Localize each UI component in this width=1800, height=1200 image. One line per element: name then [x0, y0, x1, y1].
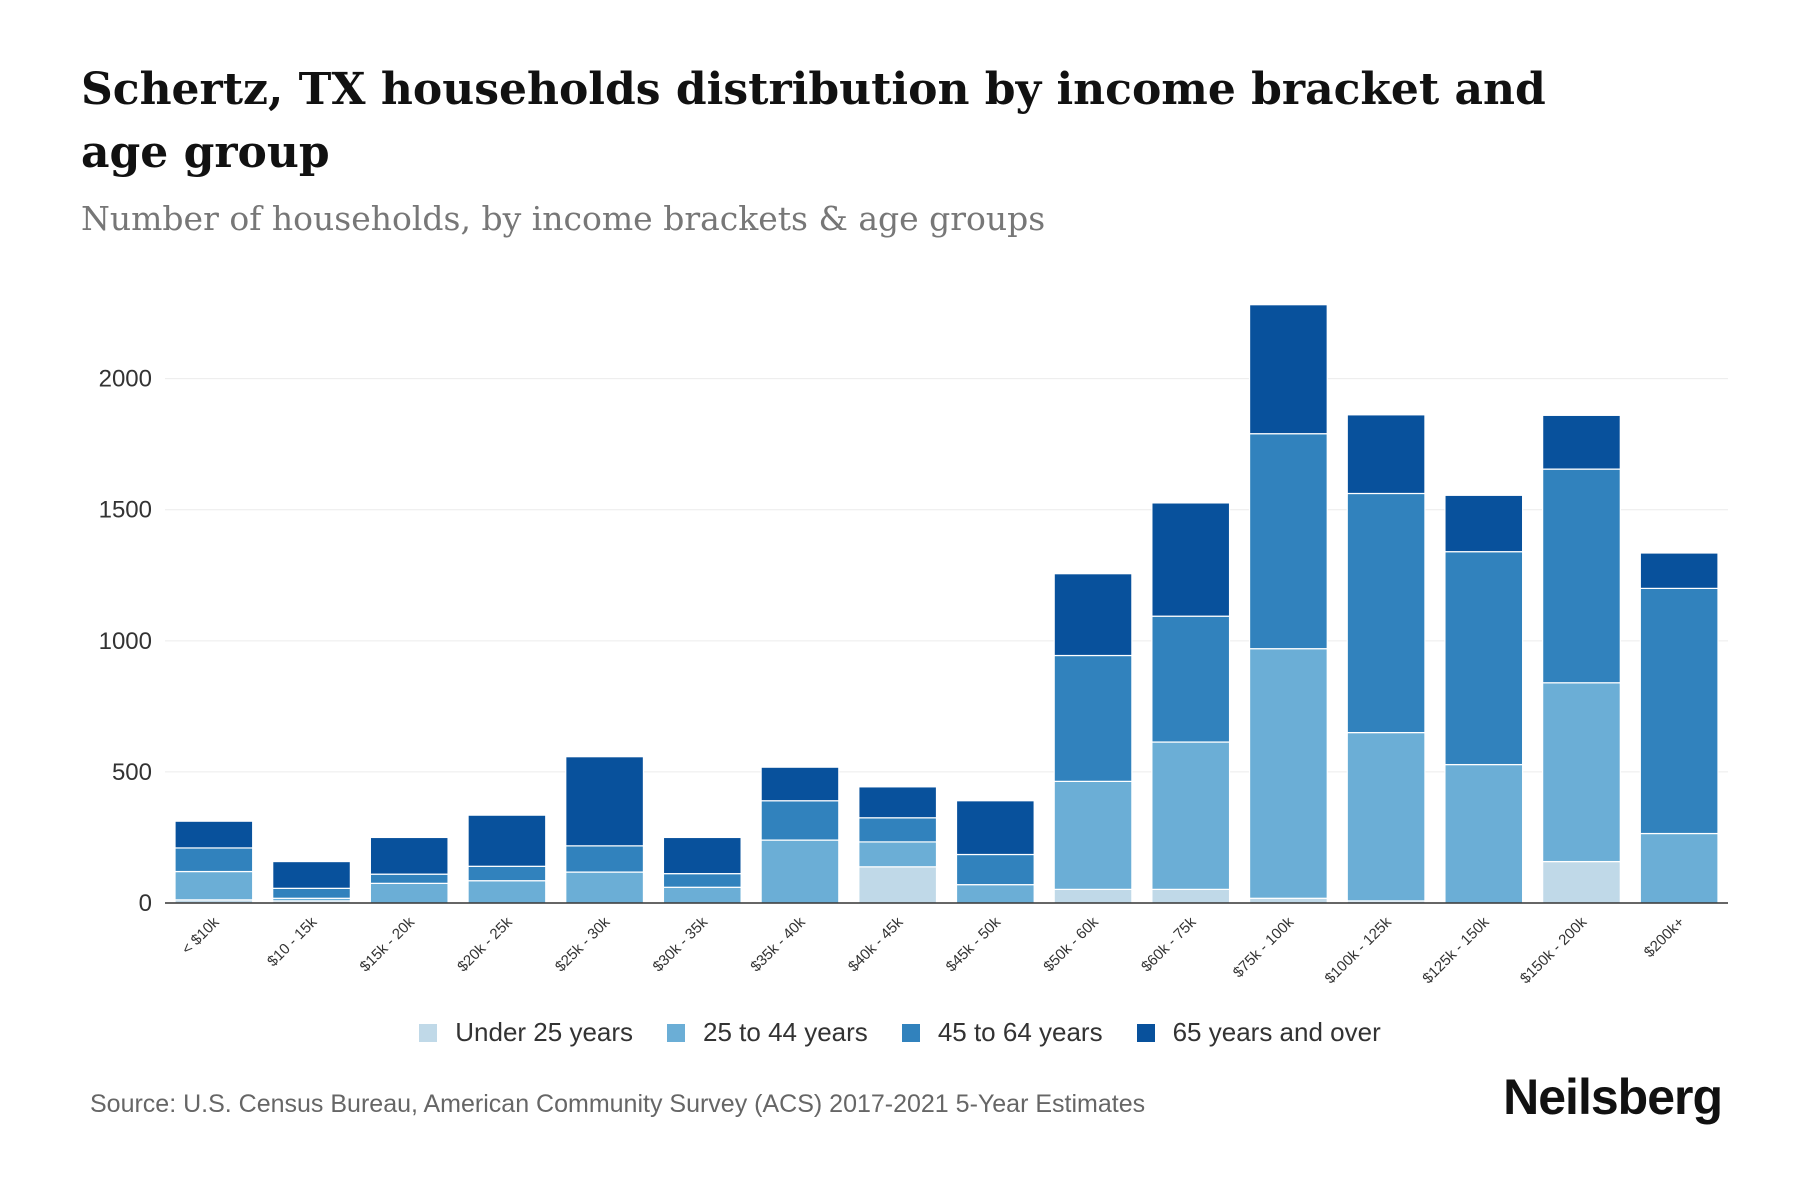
bar-65-years-and-over [369, 836, 449, 875]
bar-under-25-years [858, 866, 938, 904]
x-tick-label: $10 - 15k [264, 913, 321, 970]
x-tick-label: $60k - 75k [1138, 913, 1200, 975]
x-tick-label: $200k+ [1641, 914, 1688, 961]
x-tick-label: $45k - 50k [943, 913, 1005, 975]
bar-45-to-64-years [662, 873, 742, 888]
x-tick-label: $20k - 25k [454, 913, 516, 975]
x-tick-label: $125k - 150k [1419, 913, 1493, 987]
bar-25-to-44-years [1346, 731, 1426, 902]
bar-under-25-years [1053, 888, 1133, 904]
x-tick-label: $40k - 45k [845, 913, 907, 975]
x-tick-label: $35k - 40k [747, 913, 809, 975]
x-tick-label: $150k - 200k [1517, 913, 1591, 987]
bar-25-to-44-years [174, 870, 254, 901]
x-axis-labels: < $10k $10 - 15k $15k - 20k $20k - 25k $25k … [179, 913, 1689, 987]
bar-25-to-44-years [1053, 780, 1133, 890]
y-tick-label: 1000 [99, 628, 152, 655]
bar-45-to-64-years [272, 887, 351, 899]
legend-swatch [419, 1023, 438, 1042]
bar-65-years-and-over [174, 820, 254, 849]
bar-45-to-64-years [1444, 551, 1524, 766]
bar-65-years-and-over [955, 800, 1035, 856]
bar-65-years-and-over [1639, 552, 1719, 589]
legend-item-under-25-years: Under 25 years [419, 1017, 633, 1048]
bar-25-to-44-years [955, 884, 1035, 904]
bar-65-years-and-over [565, 756, 645, 847]
chart-title: Schertz, TX households distribution by i… [81, 64, 1546, 178]
bar-45-to-64-years [858, 817, 938, 843]
bar-25-to-44-years [1151, 741, 1231, 890]
x-tick-label: $25k - 30k [552, 913, 614, 975]
bar-25-to-44-years [1639, 832, 1719, 904]
x-tick-label: $75k - 100k [1230, 913, 1298, 981]
bar-65-years-and-over [1053, 573, 1133, 657]
bar-45-to-64-years [1542, 468, 1621, 684]
x-tick-label: $100k - 125k [1322, 913, 1396, 987]
legend-label: 45 to 64 years [937, 1017, 1103, 1047]
bar-25-to-44-years [760, 839, 840, 904]
bar-25-to-44-years [1444, 763, 1524, 904]
chart: 0 500 1000 1500 2000 < $10k $10 - 15k $15k - 2… [99, 304, 1728, 987]
y-tick-label: 1500 [99, 497, 152, 524]
bar-45-to-64-years [1639, 587, 1719, 835]
bar-45-to-64-years [369, 873, 449, 884]
bar-65-years-and-over [858, 786, 938, 819]
bar-25-to-44-years [369, 882, 449, 904]
legend-item-25-to-44-years: 25 to 44 years [667, 1017, 868, 1048]
legend-label: 25 to 44 years [703, 1017, 868, 1047]
bar-25-to-44-years [1542, 682, 1621, 863]
legend-item-45-to-64-years: 45 to 64 years [901, 1017, 1103, 1048]
source-note: Source: U.S. Census Bureau, American Com… [90, 1090, 1146, 1118]
legend-swatch [667, 1023, 686, 1042]
bar-45-to-64-years [1248, 433, 1328, 650]
bar-45-to-64-years [1053, 654, 1133, 782]
bar-65-years-and-over [1542, 414, 1621, 470]
bar-45-to-64-years [565, 845, 645, 873]
chart-subtitle: Number of households, by income brackets… [81, 199, 1046, 238]
bars [174, 304, 1719, 904]
bar-45-to-64-years [1151, 615, 1231, 743]
y-tick-label: 500 [112, 759, 152, 786]
legend-item-65-years-and-over: 65 years and over [1136, 1017, 1381, 1048]
bar-under-25-years [1542, 860, 1621, 904]
bar-45-to-64-years [467, 865, 547, 882]
bar-65-years-and-over [760, 766, 840, 802]
legend-swatch [901, 1023, 920, 1042]
bar-65-years-and-over [272, 860, 351, 889]
bar-45-to-64-years [174, 847, 254, 873]
legend-swatch [1136, 1023, 1155, 1042]
bar-25-to-44-years [1248, 648, 1328, 899]
bar-25-to-44-years [467, 880, 547, 904]
bar-45-to-64-years [955, 853, 1035, 886]
neilsberg-logo: Neilsberg [1503, 1069, 1723, 1125]
bar-under-25-years [1151, 888, 1231, 904]
bar-65-years-and-over [467, 814, 547, 867]
legend: Under 25 years 25 to 44 years 45 to 64 yea… [0, 1017, 1800, 1048]
bar-65-years-and-over [1444, 494, 1524, 553]
x-tick-label: $15k - 20k [356, 913, 418, 975]
y-axis-ticks: 0 500 1000 1500 2000 [99, 366, 152, 917]
x-tick-label: $50k - 60k [1040, 913, 1102, 975]
bar-45-to-64-years [1346, 492, 1426, 734]
legend-label: 65 years and over [1172, 1017, 1381, 1047]
x-tick-label: < $10k [179, 913, 224, 958]
y-tick-label: 0 [139, 890, 152, 917]
bar-65-years-and-over [1346, 414, 1426, 495]
bar-65-years-and-over [1248, 304, 1328, 435]
bar-65-years-and-over [662, 836, 742, 875]
bar-25-to-44-years [858, 841, 938, 868]
bar-65-years-and-over [1151, 502, 1231, 617]
y-tick-label: 2000 [99, 366, 152, 393]
bar-25-to-44-years [565, 871, 645, 904]
bar-45-to-64-years [760, 800, 840, 841]
x-tick-label: $30k - 35k [650, 913, 712, 975]
bar-25-to-44-years [662, 886, 742, 904]
legend-label: Under 25 years [455, 1017, 634, 1047]
